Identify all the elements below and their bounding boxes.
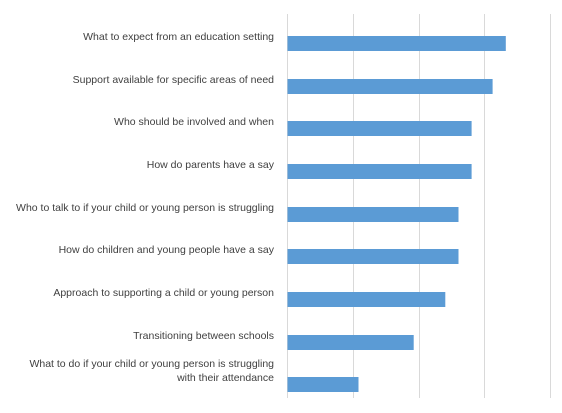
- category-label: Transitioning between schools: [133, 329, 274, 342]
- bar: [287, 249, 459, 264]
- category-label: What to expect from an education setting: [83, 31, 274, 43]
- category-label: What to do if your child or young person…: [29, 358, 274, 385]
- category-label: How do parents have a say: [146, 159, 274, 171]
- category-label: Who to talk to if your child or young pe…: [16, 201, 274, 214]
- category-label: Approach to supporting a child or young …: [53, 287, 274, 299]
- bar: [287, 377, 359, 392]
- bar: [287, 79, 493, 94]
- bar: [287, 207, 459, 222]
- bar: [287, 121, 472, 136]
- bar: [287, 335, 414, 350]
- bar: [287, 36, 506, 51]
- category-label: How do children and young people have a …: [58, 244, 274, 257]
- category-label: Support available for specific areas of …: [72, 73, 274, 86]
- bar: [287, 164, 472, 179]
- bar: [287, 292, 446, 307]
- category-label: Who should be involved and when: [114, 116, 274, 129]
